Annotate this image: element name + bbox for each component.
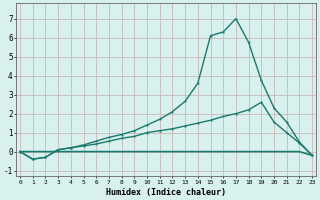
X-axis label: Humidex (Indice chaleur): Humidex (Indice chaleur) [106,188,226,197]
